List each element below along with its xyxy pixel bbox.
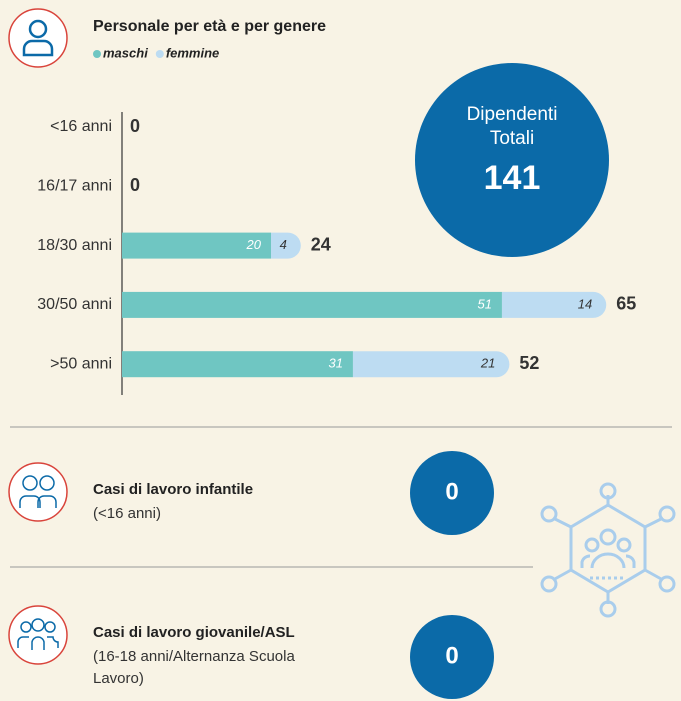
total-label: 65	[616, 294, 636, 314]
children-icon	[8, 462, 68, 522]
network-icon	[540, 482, 676, 618]
legend-swatch	[155, 50, 164, 58]
segment-label: 4	[280, 237, 287, 252]
segment-label: 20	[246, 237, 262, 252]
bar-segment	[271, 232, 301, 259]
total-label: 52	[519, 353, 539, 373]
total-label: 24	[311, 234, 331, 254]
total-label: 0	[130, 116, 140, 136]
case-value: 0	[445, 478, 458, 505]
segment-label: 21	[480, 356, 495, 371]
segment-label: 14	[578, 296, 592, 311]
case-subtitle: (16-18 anni/Alternanza Scuola Lavoro)	[93, 648, 295, 687]
case-subtitle: (<16 anni)	[93, 505, 161, 522]
case-circle	[410, 615, 494, 699]
case-title: Casi di lavoro giovanile/ASL	[93, 624, 295, 641]
person-icon	[8, 8, 68, 68]
legend-swatch	[93, 50, 101, 58]
segment-label: 31	[328, 356, 342, 371]
bar-segment	[122, 232, 271, 259]
total-label: 0	[130, 175, 140, 195]
chart-title: Personale per età e per genere	[93, 18, 326, 35]
case-value: 0	[445, 642, 458, 669]
bar-segment	[352, 351, 510, 378]
bar-segment	[501, 291, 607, 318]
y-tick-label: 16/17 anni	[37, 178, 112, 195]
y-tick-label: 18/30 anni	[37, 237, 112, 254]
y-tick-label: 30/50 anni	[37, 296, 112, 313]
youth-icon	[8, 605, 68, 665]
legend-label: maschi	[103, 45, 148, 60]
total-employees-label: Totali	[490, 128, 534, 149]
case-title: Casi di lavoro infantile	[93, 481, 253, 498]
case-circle	[410, 451, 494, 535]
bar-segment	[122, 291, 502, 318]
y-tick-label: <16 anni	[50, 118, 112, 135]
bar-segment	[122, 351, 353, 378]
y-tick-label: >50 anni	[50, 355, 112, 372]
total-circle	[415, 63, 609, 257]
total-employees-value: 141	[484, 159, 541, 197]
segment-label: 51	[477, 296, 491, 311]
total-employees-label: Dipendenti	[467, 104, 558, 125]
legend-label: femmine	[166, 45, 219, 60]
